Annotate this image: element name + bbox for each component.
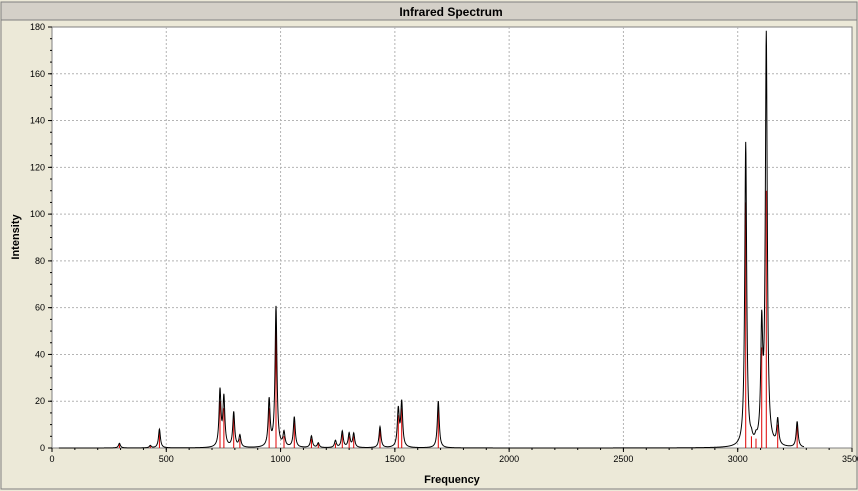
- x-tick-label: 2500: [613, 454, 633, 464]
- y-tick-label: 180: [30, 22, 45, 32]
- y-tick-label: 120: [30, 162, 45, 172]
- x-tick-label: 0: [49, 454, 54, 464]
- y-axis-title: Intensity: [10, 214, 22, 260]
- x-tick-label: 3000: [728, 454, 748, 464]
- chart-title: Infrared Spectrum: [399, 5, 502, 19]
- y-tick-label: 80: [35, 256, 45, 266]
- stick-series: [118, 190, 798, 448]
- x-tick-label: 500: [159, 454, 174, 464]
- y-tick-label: 60: [35, 303, 45, 313]
- plot-area: [51, 26, 853, 449]
- y-tick-label: 40: [35, 349, 45, 359]
- grid: [52, 27, 852, 448]
- x-tick-label: 1000: [271, 454, 291, 464]
- y-tick-label: 140: [30, 116, 45, 126]
- x-tick-label: 2000: [499, 454, 519, 464]
- x-axis-title: Frequency: [424, 474, 481, 486]
- y-tick-label: 160: [30, 69, 45, 79]
- y-tick-label: 0: [40, 443, 45, 453]
- spectrum-line: [58, 30, 805, 449]
- y-tick-label: 20: [35, 396, 45, 406]
- y-tick-label: 100: [30, 209, 45, 219]
- x-tick-label: 1500: [385, 454, 405, 464]
